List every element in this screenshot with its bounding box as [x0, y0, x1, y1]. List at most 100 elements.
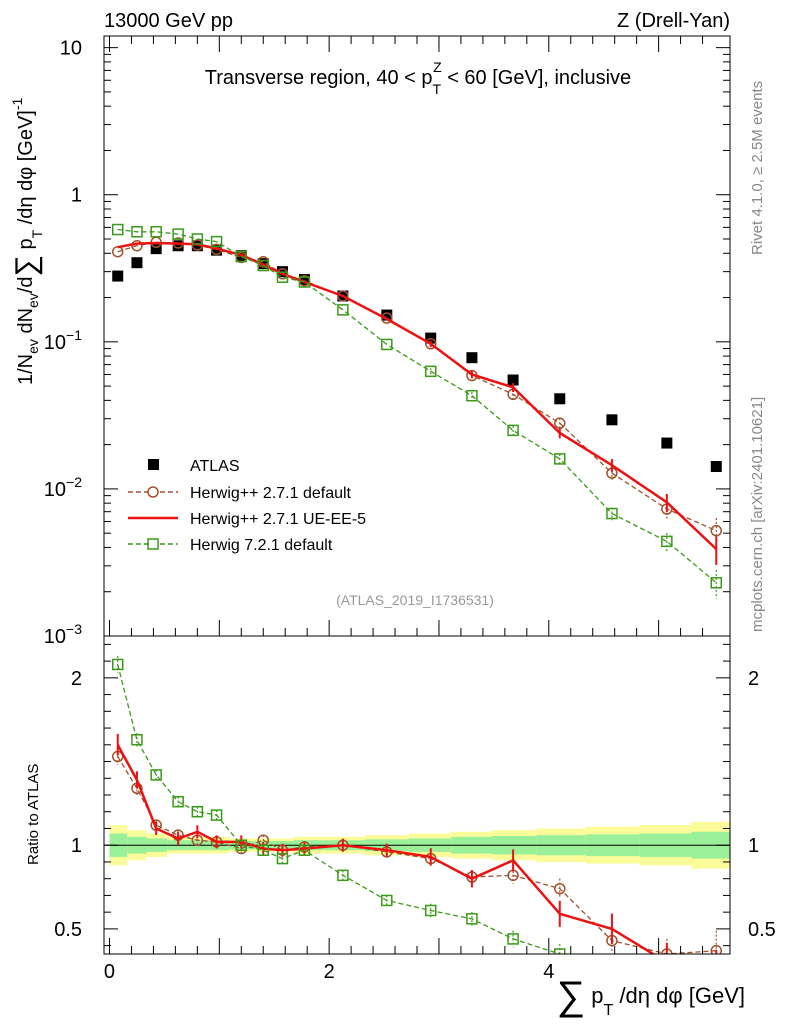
point-h721 [337, 304, 349, 316]
analysis-watermark: (ATLAS_2019_I1736531) [336, 592, 494, 608]
ratio-point-h721 [607, 969, 617, 979]
legend: ATLAS Herwig++ 2.7.1 default Herwig++ 2.… [128, 458, 366, 554]
legend-label-atlas: ATLAS [190, 458, 240, 475]
point-h721 [661, 535, 673, 548]
point-h721 [172, 228, 184, 240]
ratio-ytick-label-right: 1 [748, 835, 759, 857]
ratio-ytick-label: 2 [71, 668, 82, 690]
header-left: 13000 GeV pp [104, 10, 233, 32]
legend-marker-atlas [148, 459, 159, 470]
main-panel: 10−3 10−2 10−1 1 10 Transverse region, 40 < … [9, 35, 731, 648]
ratio-frame [103, 635, 731, 955]
ratio-point-h721 [150, 769, 162, 781]
ratio-point-h721 [172, 795, 184, 808]
point-atlas [661, 437, 673, 449]
ratio-ytick-label: 1 [71, 835, 82, 857]
legend-marker-herwig-721-default [147, 538, 159, 550]
ratio-xlabel: ∑ pT /dη dφ [GeV] [557, 974, 745, 1019]
ratio-point-h271def [554, 882, 566, 895]
point-atlas [554, 393, 566, 405]
ratio-xtick-label: 0 [104, 961, 115, 983]
point-atlas [710, 461, 722, 473]
ratio-data-layer [104, 656, 730, 982]
main-ytick-label: 10−2 [44, 474, 82, 501]
main-ytick-label: 10−3 [44, 621, 82, 648]
point-h721 [298, 276, 311, 288]
point-atlas [606, 414, 618, 426]
ratio-point-h271def [710, 944, 723, 954]
ratio-point-h721 [131, 734, 143, 746]
point-h721 [276, 271, 289, 283]
legend-entry-herwig-721-default: Herwig 7.2.1 default [128, 537, 333, 554]
point-atlas [112, 270, 124, 282]
legend-entry-atlas: ATLAS [148, 458, 240, 475]
ratio-point-h721 [554, 948, 566, 954]
point-h721 [381, 338, 393, 351]
ratio-ytick-label-right: 2 [748, 668, 759, 690]
point-atlas [298, 274, 310, 286]
series-line-h271ue [117, 241, 718, 551]
point-atlas [172, 240, 184, 252]
point-h271def [424, 338, 437, 350]
header-right: Z (Drell-Yan) [617, 10, 730, 32]
source-label: mcplots.cern.ch [arXiv:2401.10621] [749, 397, 766, 632]
ratio-xtick-label: 4 [543, 961, 554, 983]
ratio-ytick-label: 0.5 [54, 919, 82, 941]
point-h721 [111, 223, 124, 236]
ratio-point-h721 [111, 658, 124, 671]
point-atlas [150, 243, 162, 255]
ratio-point-h721 [210, 809, 223, 821]
legend-label-herwig-271-ueee5: Herwig++ 2.7.1 UE-EE-5 [190, 511, 366, 528]
ratio-point-h721 [235, 839, 248, 851]
point-h271def [337, 290, 349, 302]
ratio-point-h721 [507, 933, 519, 945]
main-data-layer [111, 223, 723, 599]
ratio-ticks: 0.5 0.5 1 1 2 2 0 2 4 [54, 643, 776, 983]
point-h721 [257, 259, 269, 272]
point-h271def [381, 312, 393, 324]
main-title: Transverse region, 40 < pTZ < 60 [GeV], … [205, 59, 631, 97]
point-atlas [381, 309, 393, 321]
legend-entry-herwig-271-ueee5: Herwig++ 2.7.1 UE-EE-5 [128, 511, 366, 528]
point-h721 [507, 424, 519, 437]
ratio-point-h721 [381, 894, 393, 907]
main-ticks: 10−3 10−2 10−1 1 10 [44, 36, 730, 648]
ratio-panel: 0.5 0.5 1 1 2 2 0 2 4 Ratio to ATLAS ∑ pT /dη dφ… [25, 635, 776, 1019]
main-ytick-label: 10 [60, 38, 82, 60]
legend-label-herwig-721-default: Herwig 7.2.1 default [190, 537, 333, 554]
ratio-point-h721 [337, 869, 349, 882]
point-h271def [710, 524, 723, 537]
point-h721 [131, 226, 143, 238]
rivet-version-label: Rivet 4.1.0, ≥ 2.5M events [749, 81, 766, 255]
point-h721 [235, 250, 248, 263]
ratio-point-h721 [424, 904, 437, 917]
point-h721 [710, 577, 723, 589]
point-h721 [554, 453, 566, 465]
ratio-point-h721 [466, 913, 478, 925]
main-ytick-label: 1 [71, 185, 82, 207]
point-h721 [466, 389, 478, 402]
point-atlas [131, 257, 143, 269]
ratio-point-h721 [257, 844, 269, 856]
ratio-point-h721 [276, 852, 289, 865]
point-atlas [466, 352, 478, 364]
legend-marker-herwig-271-default [147, 486, 159, 498]
main-ytick-label: 10−1 [44, 327, 82, 354]
ratio-xtick-label: 2 [324, 961, 335, 983]
legend-label-herwig-271-default: Herwig++ 2.7.1 default [190, 485, 352, 502]
point-h721 [191, 233, 204, 245]
ratio-point-h721 [298, 844, 311, 856]
point-h721 [424, 365, 437, 378]
ratio-ytick-label-right: 0.5 [748, 919, 776, 941]
point-h721 [606, 507, 618, 520]
series-line-h721 [117, 228, 717, 584]
point-atlas [507, 374, 519, 386]
point-h721 [210, 235, 223, 248]
ratio-ylabel: Ratio to ATLAS [25, 764, 42, 865]
point-atlas [211, 244, 223, 256]
point-atlas [191, 240, 203, 252]
ratio-point-h721 [662, 972, 672, 982]
legend-entry-herwig-271-default: Herwig++ 2.7.1 default [128, 485, 352, 502]
ratio-point-h721 [191, 805, 204, 818]
